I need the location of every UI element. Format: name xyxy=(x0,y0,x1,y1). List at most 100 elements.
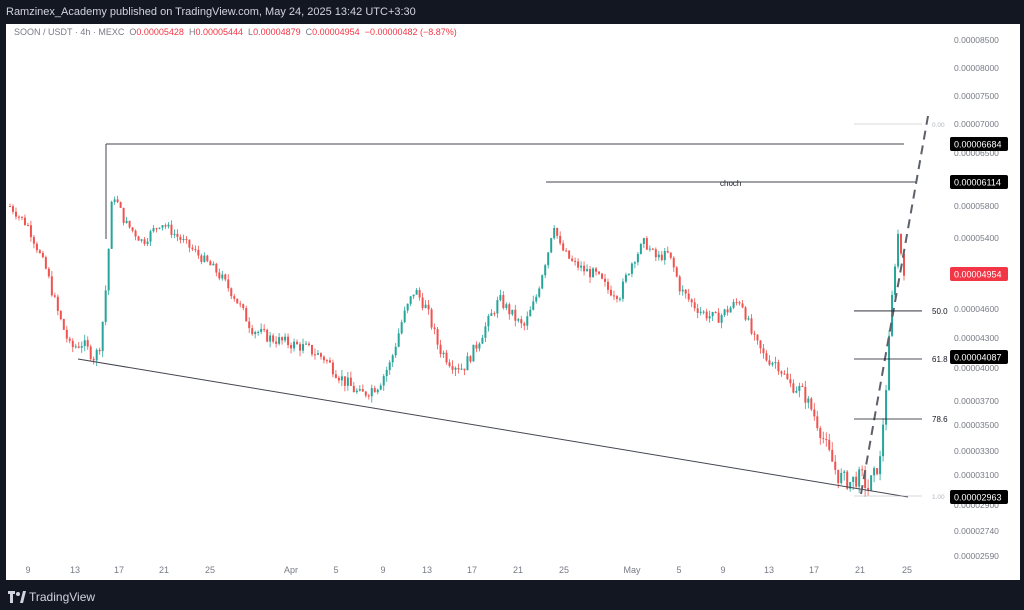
candle-body xyxy=(708,316,711,319)
candle-body xyxy=(152,228,155,232)
candle-body xyxy=(744,307,747,320)
lower-trendline[interactable] xyxy=(77,358,909,498)
candle-body xyxy=(230,288,233,297)
candle-body xyxy=(451,366,454,370)
candlestick-chart[interactable]: choch 0.00 50.0 61.8 78.6 1.00 0.00008500 0.0… xyxy=(6,24,1020,580)
candle-body xyxy=(825,438,828,440)
y-tick-label: 0.00004600 xyxy=(954,304,999,314)
candle-body xyxy=(609,289,612,296)
candle-body xyxy=(221,274,224,279)
candle-body xyxy=(780,371,783,374)
candle-body xyxy=(705,311,708,319)
candle-body xyxy=(379,385,382,390)
candle-body xyxy=(439,344,442,355)
candle-body xyxy=(355,390,358,393)
candle-body xyxy=(110,201,113,249)
x-tick-label: 5 xyxy=(333,565,338,575)
candle-body xyxy=(681,289,684,292)
candle-body xyxy=(77,346,80,348)
candle-body xyxy=(903,253,905,276)
y-tick-label: 0.00008500 xyxy=(954,35,999,45)
candle-body xyxy=(897,233,900,267)
candle-body xyxy=(74,346,77,348)
candle-body xyxy=(436,329,439,345)
fib-level-label: 78.6 xyxy=(932,415,948,424)
tradingview-logo-icon[interactable] xyxy=(8,591,26,603)
candle-body xyxy=(236,298,239,304)
candle-body xyxy=(879,456,882,475)
candle-body xyxy=(337,377,340,381)
x-tick-label: 25 xyxy=(205,565,215,575)
candle-body xyxy=(164,225,167,227)
candle-body xyxy=(275,341,278,344)
candle-body xyxy=(176,233,179,237)
candle-body xyxy=(328,360,331,363)
candle-body xyxy=(810,398,813,410)
candle-body xyxy=(858,469,861,487)
candle-body xyxy=(334,374,337,378)
candle-body xyxy=(831,449,834,462)
footer-brand[interactable]: TradingView xyxy=(29,590,96,604)
candle-body xyxy=(173,233,176,235)
candle-body xyxy=(550,238,553,253)
candle-body xyxy=(589,269,592,278)
candle-body xyxy=(430,309,433,328)
candle-body xyxy=(837,469,840,484)
candle-body xyxy=(194,249,197,251)
candle-body xyxy=(750,318,753,334)
candle-body xyxy=(484,326,487,338)
projection-line[interactable] xyxy=(860,115,929,495)
candle-body xyxy=(260,328,263,332)
candle-body xyxy=(639,243,642,254)
candle-body xyxy=(801,385,804,387)
candle-body xyxy=(756,334,759,341)
y-tick-label: 0.00004000 xyxy=(954,363,999,373)
candle-body xyxy=(864,469,867,488)
candle-body xyxy=(672,257,675,268)
candle-body xyxy=(768,360,771,365)
candle-body xyxy=(104,290,107,322)
candle-body xyxy=(511,309,514,315)
x-tick-label: 17 xyxy=(114,565,124,575)
candle-body xyxy=(316,353,319,355)
candle-body xyxy=(738,302,741,304)
open-value: 0.00005428 xyxy=(136,27,184,37)
candle-body xyxy=(460,368,463,370)
candle-body xyxy=(269,335,272,342)
candle-body xyxy=(586,269,589,272)
candle-body xyxy=(651,248,654,250)
candle-body xyxy=(559,235,562,244)
candle-body xyxy=(445,352,448,363)
candle-body xyxy=(696,308,699,313)
candle-body xyxy=(645,238,648,250)
price-tag-label: 0.00006114 xyxy=(954,178,1001,188)
candle-body xyxy=(32,237,35,244)
candle-body xyxy=(642,238,645,244)
candle-body xyxy=(505,304,508,308)
candle-body xyxy=(370,388,373,397)
candle-body xyxy=(95,349,98,361)
candle-body xyxy=(535,296,538,302)
candle-body xyxy=(813,409,816,417)
candle-body xyxy=(278,337,281,344)
candle-body xyxy=(44,257,47,269)
candle-body xyxy=(529,309,532,317)
candle-body xyxy=(188,239,191,248)
candle-body xyxy=(615,296,618,299)
candle-body xyxy=(397,333,400,347)
candle-body xyxy=(409,296,412,304)
candle-body xyxy=(580,265,583,268)
candle-body xyxy=(403,310,406,323)
chart-pane[interactable]: choch 0.00 50.0 61.8 78.6 1.00 0.00008500 0.0… xyxy=(6,24,1020,580)
candle-body xyxy=(466,356,469,371)
price-tag xyxy=(950,490,1008,504)
candle-body xyxy=(723,309,726,316)
candle-body xyxy=(526,316,529,326)
candle-body xyxy=(376,389,379,393)
candle-body xyxy=(711,312,714,317)
candle-body xyxy=(319,353,322,357)
candle-body xyxy=(463,368,466,371)
candle-body xyxy=(690,299,693,303)
candle-body xyxy=(852,476,855,482)
candle-body xyxy=(454,367,457,370)
